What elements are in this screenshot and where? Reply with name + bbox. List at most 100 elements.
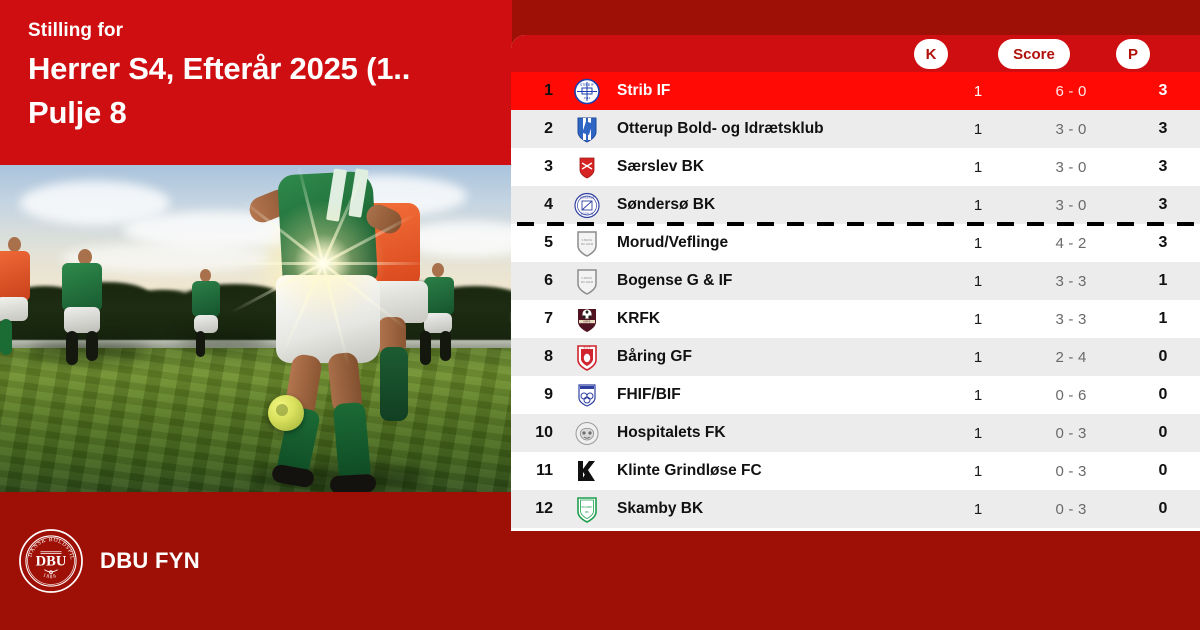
table-row[interactable]: 10 Hospitalets FK 1 0 - 3 0 <box>511 414 1200 452</box>
rank-cell: 10 <box>535 424 553 441</box>
background-player-head <box>8 237 21 252</box>
score-cell: 2 - 4 <box>1055 348 1087 366</box>
strib-if-crest: STRIB IF 1912 <box>563 78 611 105</box>
score-cell: 0 - 3 <box>1055 462 1087 480</box>
rank-cell: 7 <box>544 310 553 327</box>
background-player-leg <box>440 331 451 361</box>
svg-text:KRFK: KRFK <box>584 319 591 323</box>
table-row[interactable]: 6 K.BK/OG SKI HOLM Bogense G & IF 1 3 - … <box>511 262 1200 300</box>
points-cell: 3 <box>1158 158 1168 175</box>
rank-cell: 5 <box>544 234 553 251</box>
table-row[interactable]: 8 B.G.F Båring GF 1 2 - 4 0 <box>511 338 1200 376</box>
matches-cell: 1 <box>973 386 983 404</box>
score-cell: 4 - 2 <box>1055 234 1087 252</box>
svg-text:K.BK/OG: K.BK/OG <box>582 276 593 280</box>
column-header-score: Score <box>998 39 1070 69</box>
page-title-line2: Pulje 8 <box>28 95 127 131</box>
background-player-head <box>200 269 211 282</box>
points-cell: 3 <box>1158 82 1168 99</box>
points-cell: 3 <box>1158 196 1168 213</box>
team-name-cell: FHIF/BIF <box>617 386 681 403</box>
score-cell: 3 - 0 <box>1055 158 1087 176</box>
morud-veflinge-crest: K.BK/OG SKI HOLM <box>563 230 611 257</box>
bogense-crest: K.BK/OG SKI HOLM <box>563 268 611 295</box>
svg-text:1889: 1889 <box>42 572 58 580</box>
svg-text:K.BK/OG: K.BK/OG <box>582 238 593 242</box>
fhif-bif-crest <box>563 382 611 409</box>
background-player-leg <box>0 319 12 355</box>
background-player-head <box>78 249 92 265</box>
svg-text:SKI HOLM: SKI HOLM <box>581 280 593 284</box>
team-name-cell: Hospitalets FK <box>617 424 726 441</box>
svg-text:SKAMBY: SKAMBY <box>581 505 592 509</box>
team-name-cell: Bogense G & IF <box>617 272 733 289</box>
foreground-player-sock <box>332 401 372 483</box>
table-row[interactable]: 12 SKAMBY BK Skamby BK 1 0 - 3 0 <box>511 490 1200 528</box>
background-player-body <box>0 251 30 301</box>
points-cell: 0 <box>1158 348 1168 365</box>
skamby-bk-crest: SKAMBY BK <box>563 496 611 523</box>
team-name-cell: KRFK <box>617 310 661 327</box>
table-row[interactable]: 9 FHIF/BIF 1 0 - 6 0 <box>511 376 1200 414</box>
table-row[interactable]: 7 KRFK KRFK 1 3 - 3 1 <box>511 300 1200 338</box>
points-cell: 0 <box>1158 462 1168 479</box>
matches-cell: 1 <box>973 310 983 328</box>
rank-cell: 12 <box>535 500 553 517</box>
score-cell: 3 - 0 <box>1055 120 1087 138</box>
table-row[interactable]: 2 Otterup Bold- og Idrætsklub 1 3 - 0 3 <box>511 110 1200 148</box>
rank-cell: 8 <box>544 348 553 365</box>
table-row[interactable]: 11 Klinte Grindløse FC 1 0 - 3 0 <box>511 452 1200 490</box>
matches-cell: 1 <box>973 462 983 480</box>
background-player-head <box>432 263 444 277</box>
opponent-player-sock <box>380 347 408 421</box>
left-panel: Stilling for Herrer S4, Efterår 2025 (1.… <box>0 0 512 630</box>
points-cell: 3 <box>1158 234 1168 251</box>
team-name-cell: Klinte Grindløse FC <box>617 462 762 479</box>
score-cell: 6 - 0 <box>1055 82 1087 100</box>
matches-cell: 1 <box>973 82 983 100</box>
points-cell: 1 <box>1158 310 1168 327</box>
page-title-line1: Herrer S4, Efterår 2025 (1.. <box>28 50 411 86</box>
background-player-leg <box>86 331 98 361</box>
svg-text:B.G.F: B.G.F <box>584 345 591 349</box>
svg-text:BOLDKLUB: BOLDKLUB <box>581 213 594 215</box>
rank-cell: 1 <box>544 82 553 99</box>
svg-text:1912: 1912 <box>584 96 591 100</box>
background-player-shorts <box>194 315 218 333</box>
rank-cell: 3 <box>544 158 553 175</box>
team-name-cell: Særslev BK <box>617 158 705 175</box>
otterup-crest <box>563 116 611 143</box>
column-header-points: P <box>1116 39 1150 69</box>
matches-cell: 1 <box>973 348 983 366</box>
title-band: Stilling for Herrer S4, Efterår 2025 (1.… <box>0 0 512 165</box>
team-name-cell: Skamby BK <box>617 500 704 517</box>
points-cell: 0 <box>1158 500 1168 517</box>
hospitalets-fk-crest <box>563 420 611 447</box>
background-player-body <box>62 263 102 311</box>
table-row[interactable]: 5 K.BK/OG SKI HOLM Morud/Veflinge 1 4 - … <box>511 224 1200 262</box>
svg-text:BK: BK <box>585 510 589 514</box>
background-player-body <box>192 281 220 317</box>
team-name-cell: Søndersø BK <box>617 196 716 213</box>
rank-cell: 2 <box>544 120 553 137</box>
foreground-player-boot <box>329 473 377 492</box>
matches-cell: 1 <box>973 234 983 252</box>
points-cell: 0 <box>1158 424 1168 441</box>
points-cell: 0 <box>1158 386 1168 403</box>
score-cell: 0 - 3 <box>1055 424 1087 442</box>
column-header-matches: K <box>914 39 948 69</box>
rank-cell: 11 <box>536 462 553 479</box>
football <box>268 395 304 431</box>
klinte-grindlose-crest <box>563 458 611 485</box>
table-row[interactable]: 4 SØNDERSØ BOLDKLUB Søndersø BK 1 3 - 0 … <box>511 186 1200 226</box>
matches-cell: 1 <box>973 158 983 176</box>
promotion-divider <box>517 222 1200 226</box>
score-cell: 0 - 3 <box>1055 500 1087 518</box>
rank-cell: 6 <box>544 272 553 289</box>
background-player-leg <box>66 331 78 365</box>
table-row[interactable]: 3 Særslev BK 1 3 - 0 3 <box>511 148 1200 186</box>
table-row[interactable]: 1 STRIB IF 1912 Strib IF 1 6 - 0 3 <box>511 72 1200 110</box>
team-name-cell: Otterup Bold- og Idrætsklub <box>617 120 824 137</box>
